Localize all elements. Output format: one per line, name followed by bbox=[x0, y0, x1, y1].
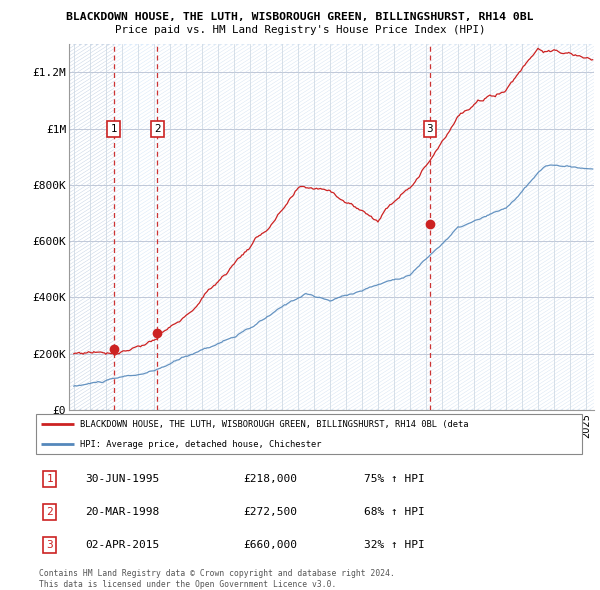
Text: Price paid vs. HM Land Registry's House Price Index (HPI): Price paid vs. HM Land Registry's House … bbox=[115, 25, 485, 35]
Text: 30-JUN-1995: 30-JUN-1995 bbox=[85, 474, 160, 484]
Text: £218,000: £218,000 bbox=[244, 474, 298, 484]
Text: Contains HM Land Registry data © Crown copyright and database right 2024.
This d: Contains HM Land Registry data © Crown c… bbox=[39, 569, 395, 589]
Text: £272,500: £272,500 bbox=[244, 507, 298, 517]
Text: 75% ↑ HPI: 75% ↑ HPI bbox=[364, 474, 424, 484]
Text: 32% ↑ HPI: 32% ↑ HPI bbox=[364, 540, 424, 550]
Text: HPI: Average price, detached house, Chichester: HPI: Average price, detached house, Chic… bbox=[80, 440, 321, 449]
Text: 3: 3 bbox=[46, 540, 53, 550]
Text: BLACKDOWN HOUSE, THE LUTH, WISBOROUGH GREEN, BILLINGSHURST, RH14 0BL (deta: BLACKDOWN HOUSE, THE LUTH, WISBOROUGH GR… bbox=[80, 419, 468, 429]
Text: 68% ↑ HPI: 68% ↑ HPI bbox=[364, 507, 424, 517]
Text: 3: 3 bbox=[427, 124, 433, 134]
Text: 20-MAR-1998: 20-MAR-1998 bbox=[85, 507, 160, 517]
Text: £660,000: £660,000 bbox=[244, 540, 298, 550]
Text: 1: 1 bbox=[110, 124, 117, 134]
Text: 02-APR-2015: 02-APR-2015 bbox=[85, 540, 160, 550]
Text: 1: 1 bbox=[46, 474, 53, 484]
Text: 2: 2 bbox=[154, 124, 161, 134]
Text: 2: 2 bbox=[46, 507, 53, 517]
Text: BLACKDOWN HOUSE, THE LUTH, WISBOROUGH GREEN, BILLINGSHURST, RH14 0BL: BLACKDOWN HOUSE, THE LUTH, WISBOROUGH GR… bbox=[66, 12, 534, 22]
